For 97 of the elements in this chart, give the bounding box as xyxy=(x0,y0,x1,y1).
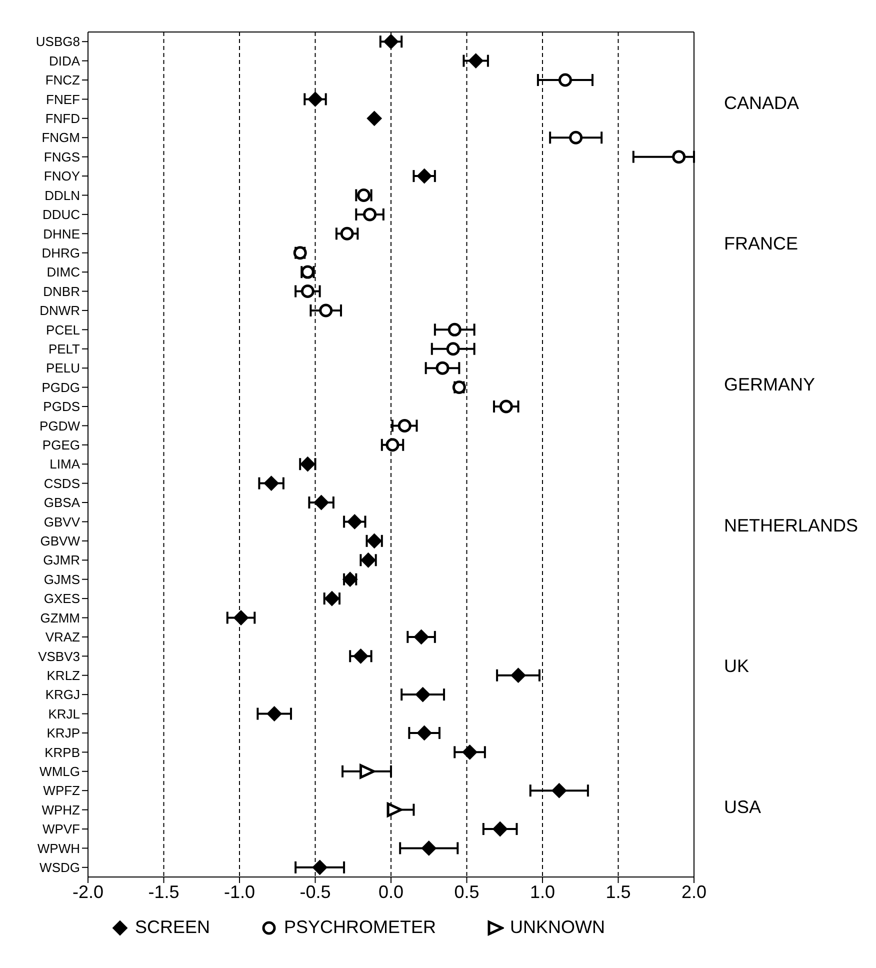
y-tick-label: DHNE xyxy=(43,226,80,242)
text: GERMANY xyxy=(724,374,816,394)
legend-label: SCREEN xyxy=(134,917,210,938)
point xyxy=(416,168,432,184)
y-tick-label: VSBV3 xyxy=(38,648,80,664)
y-tick-label: GBVW xyxy=(40,534,81,549)
point xyxy=(672,150,686,164)
legend-label: UNKNOWN xyxy=(509,917,606,938)
y-tick-label: KRJP xyxy=(46,726,80,741)
y-tick-label: VRAZ xyxy=(45,630,80,645)
y-tick-label: DDUC xyxy=(42,207,80,222)
x-tick-label: 1.5 xyxy=(606,882,631,902)
y-tick-label: PELU xyxy=(46,360,80,376)
y-tick-label: DNBR xyxy=(43,284,80,299)
text: USA xyxy=(724,796,762,817)
y-tick-label: KRGJ xyxy=(45,687,80,702)
x-tick-label: 1.0 xyxy=(530,882,556,902)
y-tick-label: WPFZ xyxy=(43,783,80,798)
y-tick-label: DDLN xyxy=(44,188,80,203)
point xyxy=(468,53,484,68)
y-tick-label: KRPB xyxy=(44,744,80,760)
y-tick-label: FNGM xyxy=(42,130,80,146)
point xyxy=(462,744,478,760)
point xyxy=(234,610,249,626)
y-tick-label: GXES xyxy=(44,591,80,606)
y-tick-label: WMLG xyxy=(40,764,80,779)
point xyxy=(446,342,460,356)
y-tick-label: FNOY xyxy=(44,168,80,184)
y-tick-label: FNEF xyxy=(46,92,80,107)
point xyxy=(558,73,572,87)
x-tick-label: 0.0 xyxy=(378,882,404,902)
y-tick-label: GJMS xyxy=(44,572,80,587)
point xyxy=(414,629,429,644)
x-tick-label: -1.0 xyxy=(224,882,256,902)
y-tick-label: KRLZ xyxy=(46,668,80,683)
point xyxy=(347,514,362,530)
point xyxy=(499,400,513,414)
x-tick-label: -2.0 xyxy=(72,882,104,902)
point xyxy=(416,725,432,740)
point xyxy=(386,438,400,452)
y-tick-label: USBG8 xyxy=(36,34,80,50)
y-tick-label: DIMC xyxy=(46,264,80,280)
point xyxy=(552,783,567,798)
point xyxy=(569,130,583,144)
y-tick-label: GBSA xyxy=(44,495,80,510)
y-tick-label: GJMR xyxy=(43,552,80,568)
point xyxy=(510,668,526,683)
y-tick-label: PCEL xyxy=(46,322,80,338)
point xyxy=(314,495,329,510)
point xyxy=(366,110,382,126)
point xyxy=(360,764,376,779)
text: UK xyxy=(724,656,750,676)
y-tick-label: DNWR xyxy=(40,303,80,318)
y-tick-label: DIDA xyxy=(48,53,80,68)
point xyxy=(353,648,368,664)
point xyxy=(363,208,377,222)
y-tick-label: FNGS xyxy=(44,149,80,164)
point xyxy=(340,226,354,240)
point xyxy=(384,34,398,50)
x-tick-label: 2.0 xyxy=(681,882,707,902)
y-tick-label: PGDW xyxy=(40,418,81,434)
point xyxy=(308,92,323,107)
text: CANADA xyxy=(724,92,800,113)
point xyxy=(312,860,328,875)
y-tick-label: PELT xyxy=(48,341,80,356)
point xyxy=(492,821,508,836)
y-tick-label: DHRG xyxy=(42,245,80,260)
point xyxy=(264,476,279,491)
point xyxy=(448,322,462,336)
y-tick-label: WPWH xyxy=(37,840,80,856)
y-tick-label: WPVF xyxy=(42,822,80,837)
y-tick-label: GBVV xyxy=(44,514,80,530)
x-tick-label: -0.5 xyxy=(300,882,331,902)
text: FRANCE xyxy=(724,234,798,254)
point xyxy=(421,840,436,856)
point xyxy=(300,284,314,298)
y-tick-label: FNFD xyxy=(45,111,80,126)
y-tick-label: PGEG xyxy=(42,438,80,453)
y-tick-label: GZMM xyxy=(40,610,80,626)
y-tick-label: KRJL xyxy=(48,706,80,722)
point xyxy=(386,802,402,818)
point xyxy=(266,706,282,722)
point xyxy=(398,418,412,432)
y-tick-label: WPHZ xyxy=(42,802,80,818)
y-tick-label: WSDG xyxy=(40,860,80,876)
point xyxy=(319,304,333,318)
y-tick-label: PGDG xyxy=(42,380,80,395)
text: NETHERLANDS xyxy=(724,515,858,536)
x-tick-label: -1.5 xyxy=(148,882,180,902)
point xyxy=(415,687,430,702)
y-tick-label: PGDS xyxy=(43,399,80,414)
point xyxy=(436,361,450,375)
x-tick-label: 0.5 xyxy=(454,882,480,902)
y-tick-label: FNCZ xyxy=(45,72,80,88)
y-tick-label: LIMA xyxy=(50,456,80,472)
y-tick-label: CSDS xyxy=(44,476,80,491)
legend-label: PSYCHROMETER xyxy=(283,917,436,938)
